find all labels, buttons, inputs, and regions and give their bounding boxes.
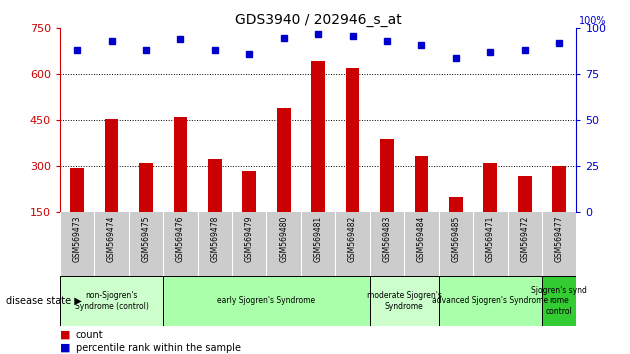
Text: GSM569480: GSM569480 xyxy=(279,216,288,262)
Bar xyxy=(139,163,153,212)
Bar xyxy=(380,139,394,212)
Bar xyxy=(553,166,566,212)
Text: advanced Sjogren's Syndrome: advanced Sjogren's Syndrome xyxy=(432,296,548,306)
Text: disease state ▶: disease state ▶ xyxy=(6,296,82,306)
Text: percentile rank within the sample: percentile rank within the sample xyxy=(76,343,241,353)
Text: GSM569474: GSM569474 xyxy=(107,216,116,262)
Text: GSM569475: GSM569475 xyxy=(142,216,151,262)
Text: GSM569479: GSM569479 xyxy=(245,216,254,262)
Text: GSM569485: GSM569485 xyxy=(452,216,461,262)
Bar xyxy=(438,276,542,326)
Text: GSM569472: GSM569472 xyxy=(520,216,529,262)
Bar xyxy=(449,197,463,212)
Bar xyxy=(163,276,370,326)
Bar xyxy=(243,171,256,212)
Bar xyxy=(483,163,497,212)
Bar xyxy=(173,117,187,212)
Text: moderate Sjogren's
Syndrome: moderate Sjogren's Syndrome xyxy=(367,291,442,310)
Bar xyxy=(208,159,222,212)
Text: 100%: 100% xyxy=(579,16,607,25)
Bar xyxy=(370,276,438,326)
Title: GDS3940 / 202946_s_at: GDS3940 / 202946_s_at xyxy=(235,13,401,27)
Text: ■: ■ xyxy=(60,330,71,339)
Bar xyxy=(60,276,163,326)
Text: GSM569476: GSM569476 xyxy=(176,216,185,262)
Text: ■: ■ xyxy=(60,343,71,353)
Bar xyxy=(70,168,84,212)
Bar xyxy=(311,61,325,212)
Text: early Sjogren's Syndrome: early Sjogren's Syndrome xyxy=(217,296,316,306)
Bar xyxy=(415,156,428,212)
Text: GSM569473: GSM569473 xyxy=(72,216,81,262)
Bar xyxy=(518,176,532,212)
Bar xyxy=(277,108,290,212)
Text: GSM569481: GSM569481 xyxy=(314,216,323,262)
Text: non-Sjogren's
Syndrome (control): non-Sjogren's Syndrome (control) xyxy=(74,291,149,310)
Text: GSM569477: GSM569477 xyxy=(555,216,564,262)
Text: count: count xyxy=(76,330,103,339)
Text: GSM569482: GSM569482 xyxy=(348,216,357,262)
Bar xyxy=(105,119,118,212)
Text: GSM569483: GSM569483 xyxy=(382,216,391,262)
Text: GSM569478: GSM569478 xyxy=(210,216,219,262)
Text: GSM569471: GSM569471 xyxy=(486,216,495,262)
Bar xyxy=(542,276,576,326)
Bar xyxy=(346,68,360,212)
Text: Sjogren's synd
rome
control: Sjogren's synd rome control xyxy=(531,286,587,316)
Text: GSM569484: GSM569484 xyxy=(417,216,426,262)
